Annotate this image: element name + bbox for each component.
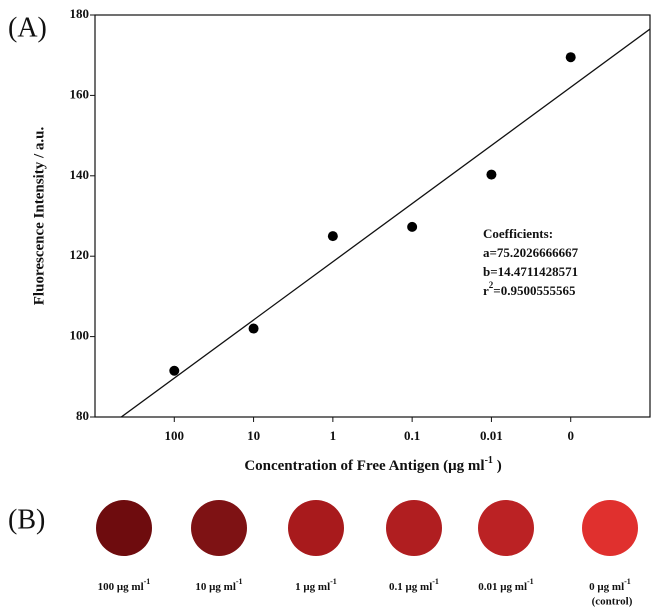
spot [386, 500, 442, 556]
panel-label: (B) [8, 504, 45, 535]
x-tick-label: 10 [247, 428, 260, 443]
y-tick-label: 160 [70, 86, 90, 101]
panel-label: (A) [8, 12, 47, 43]
data-point [566, 52, 576, 62]
spot-label-sup: -1 [624, 577, 631, 586]
spot [191, 500, 247, 556]
x-axis-title-part: ) [493, 458, 502, 474]
annotation: a=75.2026666667 [483, 245, 579, 260]
spot-label-sup: -1 [236, 577, 243, 586]
data-point [486, 170, 496, 180]
x-tick-label: 1 [330, 428, 337, 443]
figure: (A) (B) Fluorescence Intensity / a.u. Co… [0, 0, 651, 612]
spot-label-text: 100 μg ml [98, 581, 144, 593]
annotation: r2=0.9500555565 [483, 280, 576, 298]
spot-label: 1 μg ml-1 [295, 577, 337, 593]
spot-label-sup: -1 [527, 577, 534, 586]
spot-label-text: 0.1 μg ml [389, 581, 432, 593]
spot-label: 0.01 μg ml-1 [478, 577, 533, 593]
annotation: Coefficients: [483, 226, 553, 241]
x-axis-title-sup: -1 [485, 455, 493, 466]
data-point [169, 366, 179, 376]
spot-label-sup: -1 [144, 577, 151, 586]
fit-line [95, 29, 650, 436]
y-tick-label: 120 [70, 247, 90, 262]
x-tick-label: 0.01 [480, 428, 503, 443]
plot-frame [95, 15, 650, 417]
x-tick-label: 0.1 [404, 428, 420, 443]
spot [96, 500, 152, 556]
spot [478, 500, 534, 556]
spot-label-text: 10 μg ml [195, 581, 235, 593]
annotation-part: =0.9500555565 [493, 283, 576, 298]
y-tick-label: 180 [70, 6, 90, 21]
data-point [328, 231, 338, 241]
annotation: b=14.4711428571 [483, 264, 578, 279]
spot-label-sup: -1 [432, 577, 439, 586]
spot [582, 500, 638, 556]
y-tick-label: 80 [76, 408, 89, 423]
y-axis-title: Fluorescence Intensity / a.u. [31, 127, 47, 306]
spot-label: 0 μg ml-1 [589, 577, 631, 593]
spot-label-text: 0.01 μg ml [478, 581, 527, 593]
spot-label: 100 μg ml-1 [98, 577, 151, 593]
x-axis-title-part: Concentration of Free Antigen (μg ml [244, 458, 484, 474]
y-tick-label: 140 [70, 167, 90, 182]
data-point [407, 222, 417, 232]
x-tick-label: 0 [567, 428, 574, 443]
data-point [249, 324, 259, 334]
x-tick-label: 100 [165, 428, 185, 443]
x-axis-title: Concentration of Free Antigen (μg ml-1 ) [244, 455, 501, 474]
spot-label: 0.1 μg ml-1 [389, 577, 439, 593]
spot-note: (control) [592, 596, 633, 608]
y-tick-label: 100 [70, 328, 90, 343]
spot-label-text: 0 μg ml [589, 581, 624, 593]
spot-label-sup: -1 [330, 577, 337, 586]
spot [288, 500, 344, 556]
spot-label-text: 1 μg ml [295, 581, 330, 593]
spot-label: 10 μg ml-1 [195, 577, 242, 593]
